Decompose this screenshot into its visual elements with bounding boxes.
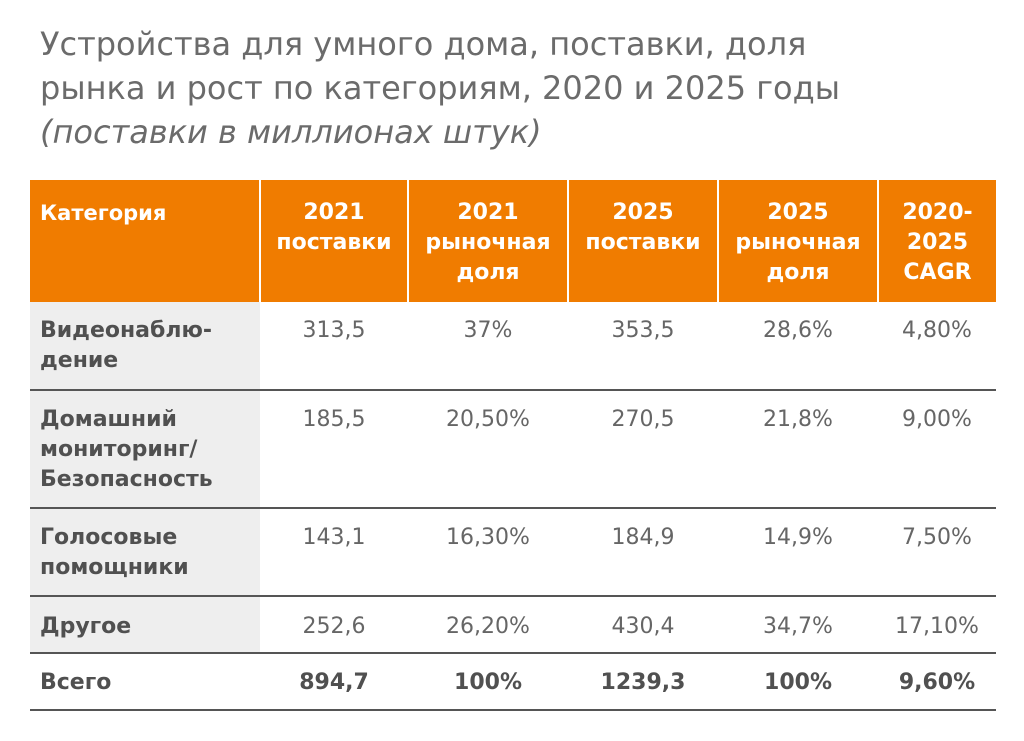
header-line: доля [456,260,520,285]
header-line: 2025 [767,200,829,225]
cell-value: 270,5 [568,390,718,509]
cell-value: 9,00% [878,390,996,509]
table-row: Другое 252,6 26,20% 430,4 34,7% 17,10% [30,596,996,654]
category-line: Всего [40,670,112,695]
cell-value: 313,5 [260,302,408,391]
total-value: 100% [408,653,568,711]
chart-title: Устройства для умного дома, поставки, до… [40,22,1000,154]
header-2021-shipments: 2021 поставки [259,180,408,302]
header-row: Категория 2021 поставки 2021 рыночная до… [30,180,996,302]
cell-value: 16,30% [408,508,568,597]
header-line: 2021 [457,200,519,225]
category-line: Голосовые [40,525,178,550]
cell-value: 34,7% [718,596,878,654]
category-line: дение [40,348,119,373]
cell-value: 20,50% [408,390,568,509]
row-category: Голосовые помощники [30,508,260,597]
total-row: Всего 894,7 100% 1239,3 100% 9,60% [30,653,996,711]
cell-value: 430,4 [568,596,718,654]
header-line: доля [766,260,830,285]
header-cagr: 2020- 2025 CAGR [877,180,996,302]
row-category: Видеонаблю- дение [30,302,260,391]
row-category: Домашний мониторинг/ Безопасность [30,390,260,509]
cell-value: 14,9% [718,508,878,597]
total-value: 1239,3 [568,653,718,711]
title-line-2: рынка и рост по категориям, 2020 и 2025 … [40,69,841,107]
cell-value: 143,1 [260,508,408,597]
category-line: Видеонаблю- [40,318,213,343]
cell-value: 252,6 [260,596,408,654]
chart-subtitle: (поставки в миллионах штук) [40,113,542,151]
total-value: 9,60% [878,653,996,711]
category-line: мониторинг/ [40,437,198,462]
cell-value: 26,20% [408,596,568,654]
cell-value: 4,80% [878,302,996,391]
data-table: Категория 2021 поставки 2021 рыночная до… [30,180,996,711]
table-row: Голосовые помощники 143,1 16,30% 184,9 1… [30,508,996,597]
table-row: Домашний мониторинг/ Безопасность 185,5 … [30,390,996,509]
cell-value: 17,10% [878,596,996,654]
total-label: Всего [30,653,260,711]
header-line: рыночная [735,230,861,255]
header-2025-share: 2025 рыночная доля [717,180,878,302]
row-category: Другое [30,596,260,654]
cell-value: 21,8% [718,390,878,509]
header-2021-share: 2021 рыночная доля [407,180,568,302]
header-category-line: Категория [40,201,167,225]
header-line: рыночная [425,230,551,255]
header-line: CAGR [903,260,972,285]
table-row: Видеонаблю- дение 313,5 37% 353,5 28,6% … [30,302,996,391]
header-line: поставки [276,230,392,255]
cell-value: 353,5 [568,302,718,391]
title-line-1: Устройства для умного дома, поставки, до… [40,25,807,63]
header-line: 2025 [906,230,969,255]
header-line: 2025 [612,200,674,225]
header-2025-shipments: 2025 поставки [567,180,718,302]
total-value: 100% [718,653,878,711]
cell-value: 184,9 [568,508,718,597]
header-line: поставки [585,230,701,255]
header-line: 2020- [902,200,973,225]
category-line: Домашний [40,407,177,432]
cell-value: 7,50% [878,508,996,597]
category-line: Безопасность [40,467,213,492]
header-category: Категория [30,180,260,302]
cell-value: 28,6% [718,302,878,391]
cell-value: 37% [408,302,568,391]
cell-value: 185,5 [260,390,408,509]
category-line: помощники [40,555,189,580]
total-value: 894,7 [260,653,408,711]
category-line: Другое [40,614,132,639]
header-line: 2021 [303,200,365,225]
